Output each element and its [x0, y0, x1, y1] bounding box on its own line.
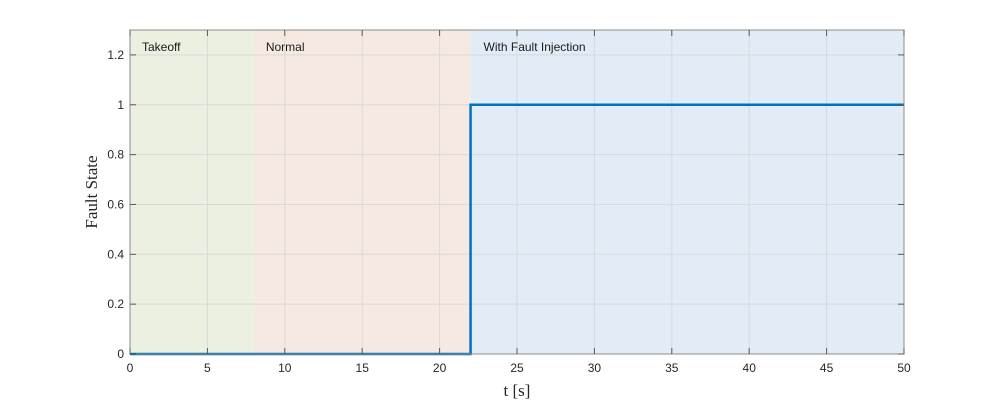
x-tick-label-6: 30: [588, 361, 602, 375]
x-tick-label-4: 20: [433, 361, 447, 375]
x-tick-label-7: 35: [665, 361, 679, 375]
y-tick-label-4: 0.8: [107, 148, 124, 162]
y-tick-label-3: 0.6: [107, 197, 124, 211]
y-tick-label-1: 0.2: [107, 297, 124, 311]
x-tick-label-5: 25: [510, 361, 524, 375]
x-tick-label-10: 50: [897, 361, 911, 375]
y-tick-label-0: 0: [117, 347, 124, 361]
ticks-layer: [129, 30, 905, 355]
x-tick-label-9: 45: [820, 361, 834, 375]
x-axis-title: t [s]: [504, 381, 531, 400]
y-tick-label-6: 1.2: [107, 48, 124, 62]
x-tick-label-2: 10: [278, 361, 292, 375]
labels-layer: t [s] Fault State Takeoff Normal With Faul…: [82, 40, 911, 400]
x-tick-label-1: 5: [204, 361, 211, 375]
region-label-0: Takeoff: [142, 40, 181, 54]
y-axis-title: Fault State: [82, 155, 101, 228]
x-tick-label-0: 0: [127, 361, 134, 375]
x-tick-label-8: 40: [743, 361, 757, 375]
region-label-1: Normal: [266, 40, 305, 54]
region-2: [470, 30, 904, 354]
region-label-2: With Fault Injection: [484, 40, 586, 54]
region-0: [130, 30, 254, 354]
y-tick-label-2: 0.4: [107, 247, 124, 261]
y-tick-label-5: 1: [117, 98, 124, 112]
x-tick-label-3: 15: [356, 361, 370, 375]
